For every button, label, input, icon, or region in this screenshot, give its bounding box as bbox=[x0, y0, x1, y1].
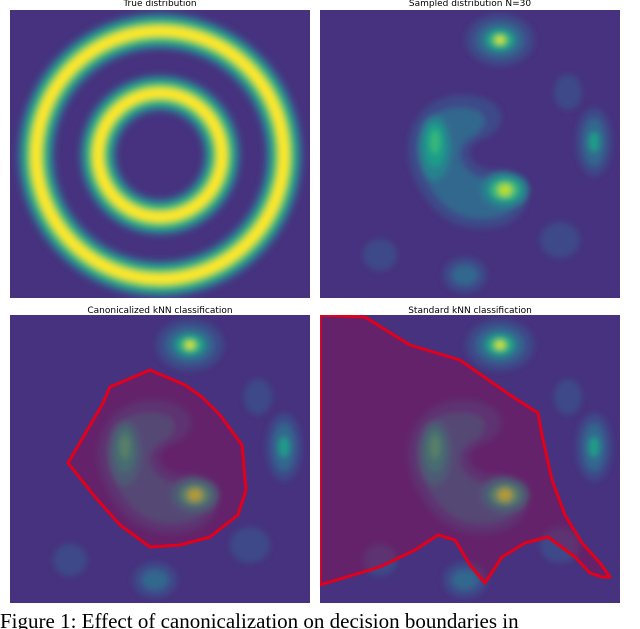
panel-standard bbox=[320, 315, 620, 603]
panel-title: Canonicalized kNN classification bbox=[87, 306, 232, 316]
panel-canonical bbox=[10, 315, 310, 603]
panel-title: True distribution bbox=[122, 0, 196, 9]
caption: Figure 1: Effect of canonicalization on … bbox=[0, 609, 519, 629]
panel-true bbox=[10, 10, 310, 298]
panel-title: Standard kNN classification bbox=[408, 306, 532, 316]
panel-title: Sampled distribution N=30 bbox=[409, 0, 531, 9]
panel-sampled bbox=[320, 10, 620, 298]
